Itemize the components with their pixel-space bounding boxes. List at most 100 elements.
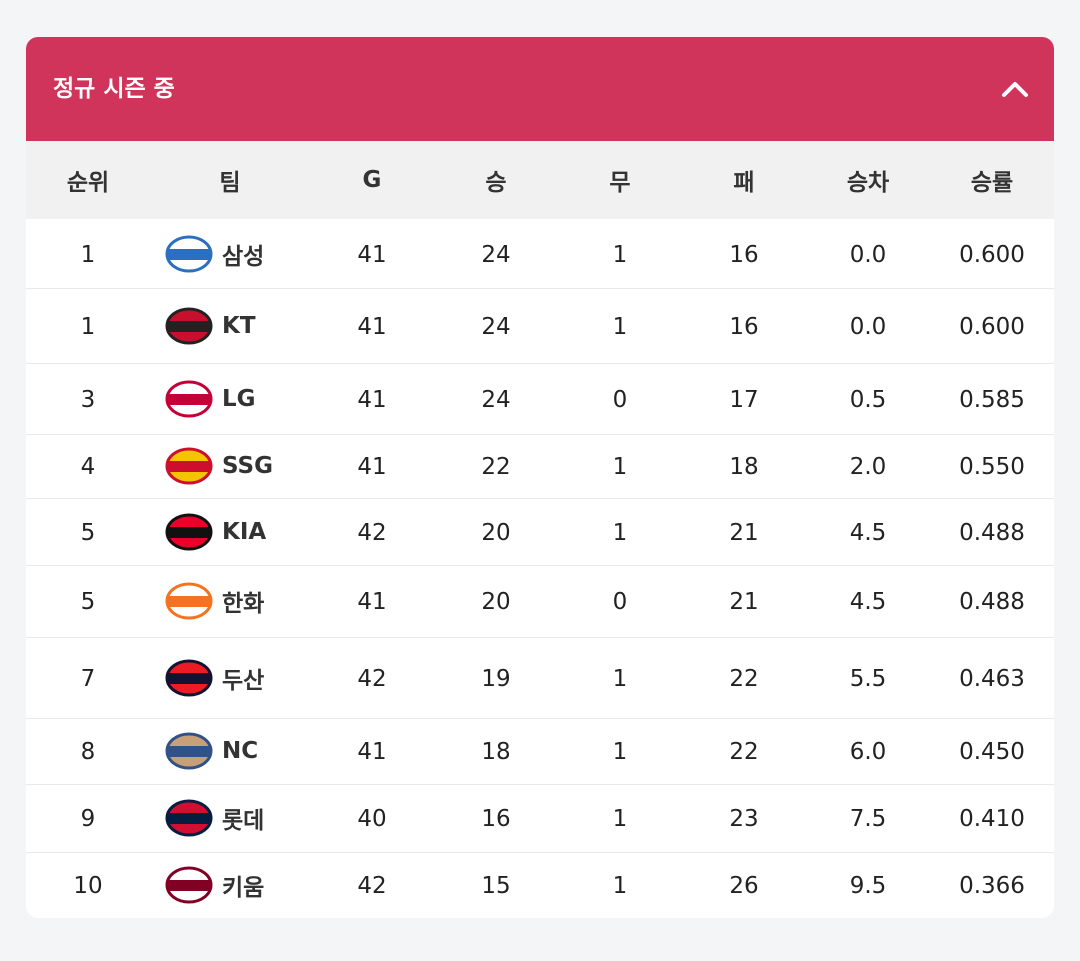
table-cell: 22 <box>729 739 759 765</box>
table-cell: 5.5 <box>849 665 887 692</box>
table-cell: 6.0 <box>849 739 887 765</box>
table-cell: 41 <box>357 386 387 413</box>
table-cell: 9.5 <box>849 873 887 899</box>
table-cell: 16 <box>481 806 511 832</box>
table-cell: 18 <box>729 454 759 480</box>
table-cell: 8 <box>80 739 96 765</box>
section-header[interactable]: 정규 시즌 중 <box>26 37 1054 141</box>
collapse-icon[interactable] <box>1000 75 1030 101</box>
table-cell: 0.0 <box>849 313 887 340</box>
table-cell: 1 <box>80 313 96 340</box>
row-divider <box>26 434 1054 435</box>
section-title: 정규 시즌 중 <box>53 76 175 102</box>
table-cell: 0.0 <box>849 241 887 268</box>
team-logo <box>165 380 213 417</box>
table-cell: 5 <box>80 519 96 546</box>
standings-card: 정규 시즌 중 순위 팀 G 승 무 패 승차 승률 1 삼성 41 24 1 16 0.0 0.600 1 KT… <box>26 37 1054 918</box>
row-divider <box>26 288 1054 289</box>
table-cell: 1 <box>80 241 96 268</box>
team-name: 두산 <box>222 667 265 694</box>
table-cell: 7.5 <box>849 806 887 832</box>
row-divider <box>26 498 1054 499</box>
team-logo <box>165 659 213 696</box>
table-cell: 42 <box>357 519 387 546</box>
table-cell: 1 <box>612 806 628 832</box>
table-cell: 0.550 <box>959 454 1025 480</box>
table-cell: 22 <box>729 665 759 692</box>
table-cell: 0.450 <box>959 739 1025 765</box>
column-header: 승 <box>485 170 507 196</box>
table-cell: 17 <box>729 386 759 413</box>
team-logo <box>165 582 213 620</box>
team-logo <box>165 307 213 344</box>
column-header: 팀 <box>219 170 241 196</box>
table-cell: 26 <box>729 873 759 899</box>
table-cell: 20 <box>481 519 511 546</box>
table-cell: 7 <box>80 665 96 692</box>
team-name: NC <box>222 738 259 764</box>
team-logo <box>165 799 213 837</box>
team-logo <box>165 513 213 550</box>
table-cell: 1 <box>612 241 628 268</box>
table-cell: 4.5 <box>849 589 887 615</box>
column-header: 승차 <box>846 170 890 196</box>
table-cell: 41 <box>357 313 387 340</box>
team-name: 한화 <box>222 591 265 617</box>
column-header: 승률 <box>970 170 1014 196</box>
table-cell: 1 <box>612 454 628 480</box>
table-cell: 41 <box>357 241 387 268</box>
table-cell: 1 <box>612 873 628 899</box>
team-name: LG <box>222 385 256 412</box>
table-cell: 42 <box>357 873 387 899</box>
table-cell: 0 <box>612 386 628 413</box>
table-cell: 42 <box>357 665 387 692</box>
team-logo <box>165 732 213 770</box>
column-header: 무 <box>609 170 631 196</box>
row-divider <box>26 784 1054 785</box>
table-cell: 9 <box>80 806 96 832</box>
table-cell: 1 <box>612 313 628 340</box>
table-cell: 18 <box>481 739 511 765</box>
table-cell: 23 <box>729 806 759 832</box>
table-cell: 0.366 <box>959 873 1025 899</box>
team-name: 롯데 <box>222 808 265 834</box>
table-cell: 20 <box>481 589 511 615</box>
column-header: 패 <box>733 170 755 196</box>
table-cell: 0.585 <box>959 386 1025 413</box>
table-cell: 0.488 <box>959 519 1025 546</box>
table-cell: 0.463 <box>959 665 1025 692</box>
table-cell: 5 <box>80 589 96 615</box>
table-cell: 16 <box>729 313 759 340</box>
table-cell: 0.488 <box>959 589 1025 615</box>
team-name: 키움 <box>222 875 265 901</box>
row-divider <box>26 637 1054 638</box>
team-name: KIA <box>222 518 267 545</box>
table-cell: 41 <box>357 589 387 615</box>
team-name: SSG <box>222 453 273 479</box>
team-name: KT <box>222 312 256 339</box>
row-divider <box>26 852 1054 853</box>
table-cell: 24 <box>481 313 511 340</box>
table-cell: 0.600 <box>959 241 1025 268</box>
table-cell: 16 <box>729 241 759 268</box>
table-cell: 21 <box>729 519 759 546</box>
table-cell: 19 <box>481 665 511 692</box>
table-cell: 0 <box>612 589 628 615</box>
table-cell: 15 <box>481 873 511 899</box>
table-cell: 1 <box>612 665 628 692</box>
team-name: 삼성 <box>222 243 265 270</box>
team-logo <box>165 866 213 904</box>
table-cell: 24 <box>481 241 511 268</box>
table-cell: 2.0 <box>849 454 887 480</box>
table-cell: 24 <box>481 386 511 413</box>
table-cell: 4 <box>80 454 96 480</box>
team-logo <box>165 447 213 485</box>
table-cell: 21 <box>729 589 759 615</box>
table-cell: 3 <box>80 386 96 413</box>
table-cell: 1 <box>612 739 628 765</box>
table-cell: 41 <box>357 739 387 765</box>
table-cell: 1 <box>612 519 628 546</box>
table-cell: 0.410 <box>959 806 1025 832</box>
row-divider <box>26 363 1054 364</box>
